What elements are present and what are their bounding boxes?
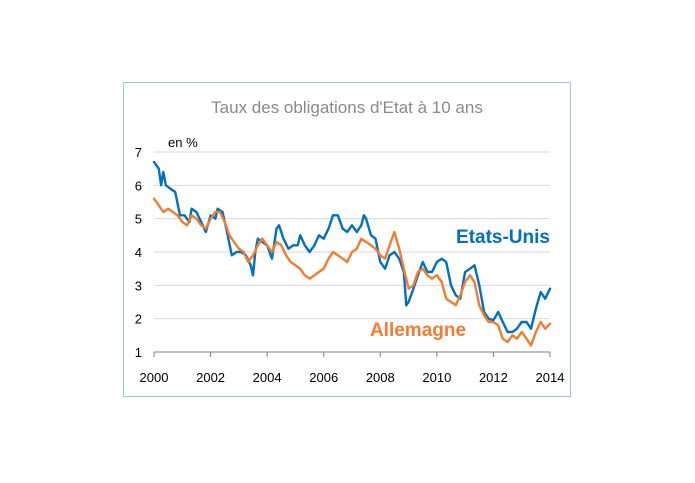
x-tick-label: 2012: [479, 370, 508, 385]
series-label-etats-unis: Etats-Unis: [456, 227, 550, 248]
y-tick-label: 3: [135, 278, 142, 293]
x-tick-label: 2008: [366, 370, 395, 385]
x-tick-label: 2002: [196, 370, 225, 385]
y-axis-label: en %: [168, 135, 198, 150]
x-tick-label: 2014: [536, 370, 565, 385]
x-tick-label: 2004: [253, 370, 282, 385]
y-tick-label: 7: [135, 145, 142, 160]
y-tick-label: 1: [135, 345, 142, 360]
x-tick-label: 2010: [422, 370, 451, 385]
y-tick-label: 5: [135, 212, 142, 227]
series-label-allemagne: Allemagne: [370, 320, 466, 341]
y-tick-label: 2: [135, 312, 142, 327]
series-line-etats-unis: [152, 160, 552, 334]
x-tick-label: 2006: [309, 370, 338, 385]
x-tick-label: 2000: [140, 370, 169, 385]
y-tick-label: 4: [135, 245, 142, 260]
y-tick-label: 6: [135, 178, 142, 193]
chart-frame: [123, 82, 571, 397]
chart-title: Taux des obligations d'Etat à 10 ans: [211, 98, 483, 117]
series-line-allemagne: [152, 197, 552, 347]
